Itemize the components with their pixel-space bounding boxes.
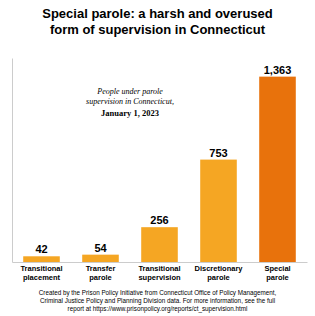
bar xyxy=(23,256,60,262)
x-tick: Transferparole xyxy=(86,262,116,282)
plot: Transitionalplacement Transferparole Trans… xyxy=(13,59,308,282)
bar xyxy=(259,77,296,262)
annotation: People under parolesupervision in Connec… xyxy=(86,87,174,106)
x-tick: Discretionaryparole xyxy=(195,262,244,282)
annotation: January 1, 2023 xyxy=(101,108,159,118)
data-label: 753 xyxy=(209,147,227,159)
data-label: 54 xyxy=(94,242,107,254)
x-tick-label: Specialparole xyxy=(264,264,290,282)
bar xyxy=(141,227,178,262)
x-tick-label: Transitionalplacement xyxy=(20,264,62,282)
x-tick: Specialparole xyxy=(264,262,290,282)
x-tick-label: Transitionalsupervision xyxy=(138,264,181,282)
data-label: 1,363 xyxy=(264,64,292,76)
bar xyxy=(82,255,119,262)
bar xyxy=(200,160,237,262)
data-labels: 42 54 256 753 1,363 xyxy=(35,64,291,256)
bars xyxy=(23,77,296,262)
x-tick: Transitionalsupervision xyxy=(138,262,181,282)
x-axis: Transitionalplacement Transferparole Trans… xyxy=(13,262,308,282)
chart: Special parole: a harsh and overusedform… xyxy=(0,0,315,316)
x-tick-label: Transferparole xyxy=(86,264,116,282)
data-label: 256 xyxy=(150,214,168,226)
footer: Created by the Prison Policy Initiative … xyxy=(39,289,277,313)
y-axis xyxy=(12,59,13,263)
data-label: 42 xyxy=(35,243,47,255)
y-axis-line xyxy=(12,59,13,263)
x-tick-label: Discretionaryparole xyxy=(195,264,244,282)
x-tick: Transitionalplacement xyxy=(20,262,62,282)
title: Special parole: a harsh and overusedform… xyxy=(42,6,273,37)
x-axis-line xyxy=(13,262,308,263)
